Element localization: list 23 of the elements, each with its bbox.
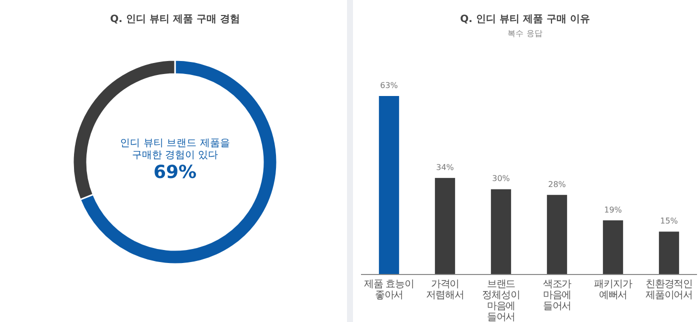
chart-subtitle: 복수 응답 bbox=[508, 29, 542, 38]
data-label: 30% bbox=[492, 174, 510, 184]
data-label: 63% bbox=[380, 81, 398, 90]
bar bbox=[546, 194, 568, 274]
x-tick-label: 패키지가 예뻐서 bbox=[594, 279, 632, 301]
x-tick-label: 색조가 마음에 들어서 bbox=[542, 279, 572, 312]
text: 인디 뷰티 브랜드 제품을 구매한 경험이 있다 bbox=[120, 138, 230, 161]
x-tick-label: 제품 효능이 좋아서 bbox=[364, 279, 414, 301]
text: 69% bbox=[153, 162, 197, 183]
chart-title: Q. 인디 뷰티 제품 구매 이유 bbox=[460, 14, 590, 25]
bar bbox=[602, 220, 624, 274]
bar bbox=[378, 96, 400, 274]
data-label: 15% bbox=[660, 216, 678, 226]
data-label: 28% bbox=[548, 180, 566, 189]
chart-title: Q. 인디 뷰티 제품 구매 경험 bbox=[110, 14, 240, 25]
bar bbox=[658, 232, 680, 274]
data-label: 34% bbox=[436, 162, 454, 172]
data-label: 19% bbox=[604, 205, 622, 214]
bar bbox=[434, 178, 456, 274]
x-tick-label: 브랜드 정체성이 마음에 들어서 bbox=[482, 279, 520, 322]
x-tick-label: 가격이 저렴해서 bbox=[426, 279, 464, 301]
x-tick-label: 친환경적인 제품이어서 bbox=[645, 279, 693, 301]
bar bbox=[490, 189, 512, 274]
